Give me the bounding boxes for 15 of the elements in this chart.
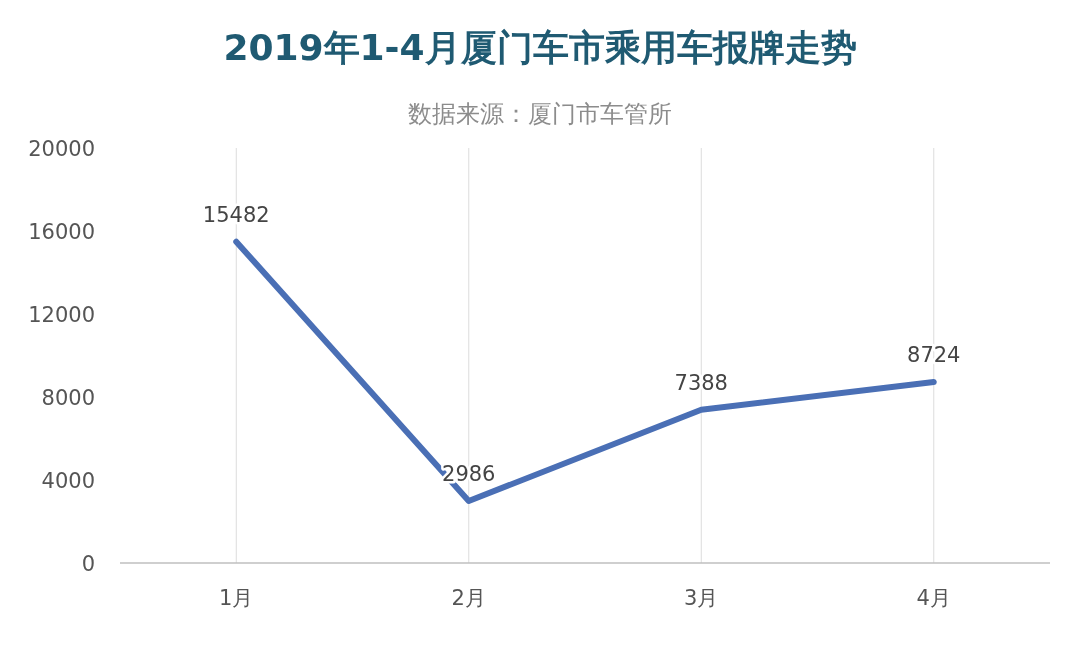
y-tick-label: 8000	[41, 386, 95, 410]
y-tick-label: 16000	[28, 220, 95, 244]
data-label: 8724	[907, 342, 961, 367]
x-tick-label: 1月	[219, 586, 254, 610]
x-tick-label: 3月	[684, 586, 719, 610]
chart-title: 2019年1-4月厦门车市乘用车报牌走势	[223, 27, 857, 68]
y-tick-label: 4000	[41, 469, 95, 493]
y-tick-label: 20000	[28, 137, 95, 161]
x-tick-label: 2月	[451, 586, 486, 610]
data-label: 7388	[674, 370, 728, 395]
x-tick-label: 4月	[916, 586, 951, 610]
data-label: 15482	[202, 202, 270, 227]
y-tick-label: 12000	[28, 303, 95, 327]
chart-subtitle: 数据来源：厦门市车管所	[408, 100, 672, 128]
y-tick-label: 0	[81, 552, 95, 576]
